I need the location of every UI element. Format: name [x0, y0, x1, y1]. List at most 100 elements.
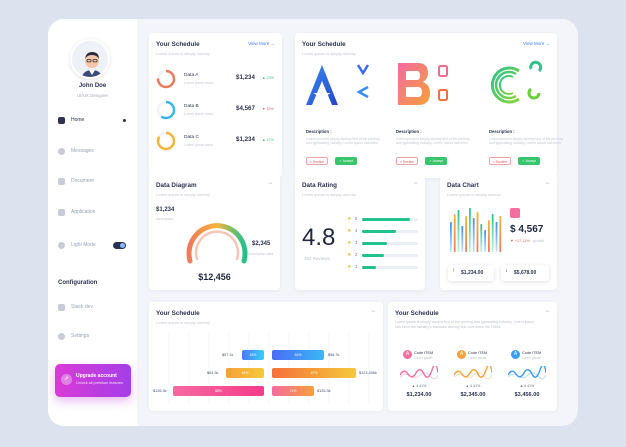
rating-star-count: 4	[355, 228, 358, 233]
accept-button[interactable]: ✓ Accept	[518, 157, 540, 165]
item-desc: Lorem ipsum dolor	[184, 81, 213, 85]
rating-row: ★ 4	[347, 228, 427, 234]
bar-right-label: $123,456k	[359, 371, 377, 375]
rating-bar-track	[362, 254, 418, 257]
card-subtitle: Lorem ipsum is simply dummy	[302, 51, 356, 56]
schedule-item[interactable]: Data C Lorem ipsum dolor $1,234 ▲ 17%	[156, 131, 280, 153]
chart-bar	[465, 216, 467, 252]
chart-bar	[484, 230, 486, 252]
decline-button[interactable]: × Decline	[489, 157, 511, 165]
sidebar-item-application[interactable]: Application	[58, 207, 130, 217]
item-percent: ▲ 4.41%	[465, 384, 481, 388]
view-more-link[interactable]: View More →	[523, 41, 550, 46]
sidebar-item-label: Document	[71, 178, 94, 184]
view-more-link[interactable]: View More →	[248, 41, 275, 46]
more-menu-icon[interactable]: ···	[413, 180, 418, 187]
code-item[interactable]: A Code ITEM Lorem ipsum ▲ 4.41% $1,234.00	[396, 350, 442, 408]
description-text: Lorem ipsum is simply dummy text of the …	[306, 137, 380, 146]
schedule-item[interactable]: Data B Lorem ipsum dolor $4,567 ▼ 15%	[156, 100, 280, 122]
rating-row: ★ 1	[347, 264, 427, 270]
card-subtitle: Lorem ipsum is simply dummy	[156, 320, 210, 325]
decline-button[interactable]: × Decline	[306, 157, 328, 165]
item-desc: Lorem ipsum dolor	[184, 143, 213, 147]
rating-bar-fill	[362, 254, 385, 257]
sidebar-item-label: Home	[71, 117, 85, 123]
sidebar-item-stack-dev[interactable]: Stack dev	[58, 302, 130, 312]
light-mode-toggle[interactable]	[113, 241, 126, 249]
star-icon: ★	[347, 228, 352, 234]
rating-bar-track	[362, 266, 418, 269]
item-name: Data A	[184, 73, 199, 78]
star-icon: ★	[347, 216, 352, 222]
rating-reviews: 352 Reviews	[304, 256, 330, 261]
description-label: Description :	[306, 129, 332, 134]
more-menu-icon[interactable]: ···	[371, 308, 376, 315]
item-name: Code ITEM	[522, 351, 542, 355]
sidebar-item-messages[interactable]: Messages	[58, 146, 130, 156]
more-menu-icon[interactable]: ···	[545, 308, 550, 315]
description-text: Lorem ipsum is simply dummy text of the …	[489, 137, 563, 146]
bar-left-label: $57.1k	[222, 353, 234, 357]
code-item[interactable]: A Code ITEM Lorem ipsum ▲ 4.41% $3,456.00	[504, 350, 550, 408]
more-menu-icon[interactable]: ···	[268, 180, 273, 187]
rating-bar-fill	[362, 242, 388, 245]
sidebar-item-settings[interactable]: Settings	[58, 331, 130, 341]
card-subtitle: Lorem ipsum is simply dummy	[302, 192, 356, 197]
card-title: Data Chart	[447, 182, 479, 189]
logo-a-icon	[306, 64, 370, 105]
rating-bar-fill	[362, 266, 376, 269]
chart-change-caption: growth	[533, 239, 545, 243]
item-sub: Lorem ipsum	[468, 356, 487, 360]
accept-button[interactable]: ✓ Accept	[335, 157, 357, 165]
sidebar-item-label: Messages	[71, 148, 94, 154]
description-text: Lorem ipsum is simply dummy text of the …	[396, 137, 470, 146]
chart-bar	[495, 222, 498, 252]
item-change: ▼ 15%	[262, 107, 274, 111]
gradient-bars-chart	[450, 208, 502, 252]
schedule-item[interactable]: Data A Lorem ipsum dolor $1,234 ▲ 23%	[156, 69, 280, 91]
card-title: Your Schedule	[156, 41, 200, 48]
rating-score: 4.8	[302, 224, 336, 251]
rating-star-count: 2	[355, 252, 358, 257]
card-title: Your Schedule	[395, 310, 439, 317]
sidebar-item-label: Application	[71, 209, 96, 215]
item-value: $2,345.00	[460, 392, 486, 398]
rating-bar-fill	[362, 230, 396, 233]
grid-icon	[58, 208, 65, 216]
item-value: $1,234.00	[406, 392, 432, 398]
decline-button[interactable]: × Decline	[396, 157, 418, 165]
item-badge-icon: A	[511, 350, 520, 359]
sidebar-item-label: Light Mode	[71, 242, 96, 248]
more-menu-icon[interactable]: ···	[545, 180, 550, 187]
chart-change: ▼ +17,11%	[510, 239, 530, 243]
rating-bar-track	[362, 218, 418, 221]
user-name: John Doe	[78, 83, 107, 89]
avatar[interactable]	[70, 39, 110, 79]
upgrade-account-button[interactable]: ➚ Upgrade account Unlock all premium fea…	[55, 364, 131, 397]
accept-button[interactable]: ✓ Accept	[425, 157, 447, 165]
gauge-left-value: $1,234	[156, 207, 175, 213]
code-item[interactable]: A Code ITEM Lorem ipsum ▲ 4.41% $2,345.00	[450, 350, 496, 408]
description-label: Description :	[396, 129, 422, 134]
card-text: Lorem ipsum is simply dummy text of the …	[395, 320, 535, 329]
sidebar-item-document[interactable]: Document	[58, 176, 130, 186]
progress-ring	[156, 69, 176, 89]
chart-badge-icon	[510, 208, 520, 218]
card-title: Data Diagram	[156, 182, 197, 189]
chart-bar	[488, 220, 490, 252]
low-value-box: ↑ $1,234.00	[448, 265, 494, 281]
bar-segment-right: 61%	[272, 350, 324, 360]
brand-item: Description : Lorem ipsum is simply dumm…	[392, 59, 474, 173]
dashboard-window: John Doe UI/UX Designer Home Messages Do…	[48, 19, 578, 426]
sidebar-item-label: Settings	[71, 333, 90, 339]
schedule-card: Your Schedule View More → Lorem ipsum is…	[149, 33, 282, 178]
item-name: Code ITEM	[414, 351, 434, 355]
gauge-chart	[186, 223, 248, 264]
rating-star-count: 1	[355, 264, 358, 269]
chart-bar	[491, 214, 494, 252]
logo-c-icon	[490, 60, 543, 104]
sidebar-item-home[interactable]: Home	[58, 115, 130, 125]
bar-right-label: $56.7k	[328, 353, 340, 357]
sparkline	[454, 366, 492, 380]
rating-row: ★ 5	[347, 216, 427, 222]
